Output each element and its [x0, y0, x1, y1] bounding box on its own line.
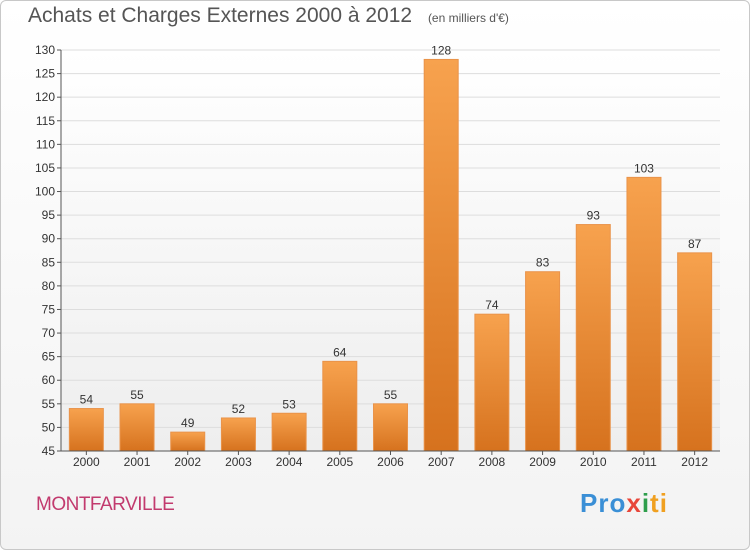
bar-value-label: 52 — [232, 402, 246, 416]
y-tick-label: 75 — [42, 302, 56, 316]
y-tick-label: 50 — [42, 420, 56, 434]
y-tick-label: 45 — [42, 444, 56, 458]
x-tick-label: 2010 — [580, 455, 607, 469]
bar — [220, 417, 256, 452]
y-tick-label: 65 — [42, 350, 56, 364]
bar-value-label: 64 — [333, 345, 347, 359]
bar-value-label: 93 — [587, 209, 601, 223]
x-tick-label: 2011 — [631, 455, 657, 469]
x-tick-label: 2006 — [377, 455, 404, 469]
bar — [271, 412, 307, 452]
labels-layer: 54 55 49 52 53 64 55 128 74 83 93 103 87 — [80, 43, 702, 430]
bar — [170, 431, 206, 452]
chart-title: Achats et Charges Externes 2000 à 2012 — [28, 4, 413, 27]
y-tick-label: 105 — [35, 161, 55, 175]
bar — [626, 176, 662, 452]
bar — [68, 408, 104, 452]
chart-title-block: Achats et Charges Externes 2000 à 2012 (… — [28, 4, 509, 28]
bar-value-label: 54 — [80, 393, 94, 407]
y-tick-label: 70 — [42, 326, 56, 340]
bar-value-label: 55 — [384, 388, 398, 402]
x-tick-label: 2009 — [529, 455, 556, 469]
x-tick-label: 2003 — [225, 455, 252, 469]
y-tick-label: 120 — [35, 90, 55, 104]
y-tick-label: 115 — [36, 114, 55, 128]
bar-value-label: 74 — [485, 298, 499, 312]
x-tick-label: 2000 — [73, 455, 100, 469]
bar-value-label: 103 — [634, 161, 654, 175]
y-tick-label: 90 — [42, 232, 56, 246]
x-tick-label: 2005 — [326, 455, 353, 469]
x-tick-label: 2012 — [681, 455, 708, 469]
x-tick-label: 2002 — [174, 455, 201, 469]
bar — [373, 403, 408, 452]
y-tick-label: 85 — [42, 255, 56, 269]
chart-subtitle: (en milliers d'€) — [427, 11, 509, 25]
y-tick-label: 125 — [35, 67, 55, 81]
bar-value-label: 53 — [282, 397, 296, 411]
place-name: MONTFARVILLE — [36, 494, 175, 515]
axes-layer: 45 50 55 60 65 70 75 80 85 90 95 100 105 110 115 120 125… — [35, 43, 720, 469]
bar — [575, 224, 611, 452]
y-tick-label: 80 — [42, 279, 56, 293]
y-tick-label: 95 — [42, 208, 56, 222]
y-tick-label: 130 — [35, 43, 55, 57]
bar — [322, 360, 358, 452]
bar — [423, 58, 459, 452]
y-tick-label: 110 — [36, 137, 55, 151]
proxiti-logo: Proxiti — [580, 488, 668, 518]
x-tick-label: 2001 — [124, 455, 151, 469]
x-tick-label: 2008 — [479, 455, 506, 469]
bar-value-label: 128 — [431, 43, 451, 57]
bar — [474, 313, 510, 452]
bars-layer — [68, 58, 713, 452]
bar — [677, 252, 713, 452]
y-tick-label: 55 — [42, 397, 56, 411]
bar-value-label: 83 — [536, 256, 550, 270]
bar-value-label: 55 — [130, 388, 144, 402]
bar-value-label: 87 — [688, 237, 702, 251]
x-tick-label: 2007 — [428, 455, 455, 469]
bar — [525, 271, 561, 452]
y-tick-label: 60 — [42, 373, 56, 387]
bar — [119, 403, 155, 452]
bar-value-label: 49 — [181, 416, 195, 430]
y-tick-label: 100 — [35, 185, 55, 199]
x-tick-label: 2004 — [276, 455, 303, 469]
